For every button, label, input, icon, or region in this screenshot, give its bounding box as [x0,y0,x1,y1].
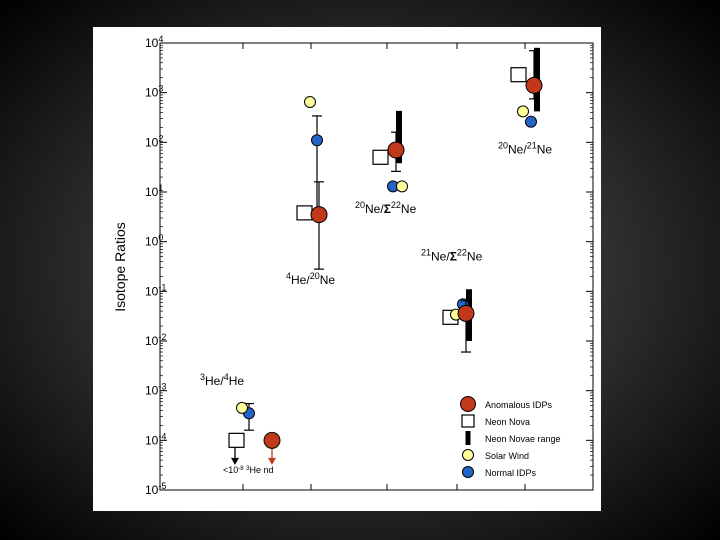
legend-label: Neon Nova [485,417,530,427]
solar-wind-marker [396,180,408,193]
y-tick-label: 10-1 [145,282,166,298]
y-axis-label: Isotope Ratios [112,222,128,312]
anomalous-idps-marker [387,141,405,159]
neon-nova-upper-limit-arrow-head [231,457,239,465]
y-tick-label: 102 [145,133,163,149]
normal-idps-marker [311,134,323,147]
group-label: 20Ne/21Ne [498,140,552,156]
isotope-ratio-chart: 104 103 102 101 100 10-1 10-2 10-3 10-4 10-5 Isoto… [112,34,594,497]
neon-novae-range-bar [396,110,402,164]
y-tick-label: 10-5 [145,481,166,497]
legend-swatch-normal-idps [462,466,474,478]
legend-label: Neon Novae range [485,434,561,444]
legend-label: Normal IDPs [485,468,537,478]
y-tick-label: 103 [145,84,163,100]
anomalous-idps-marker [457,304,475,322]
y-tick-label: 10-4 [145,431,166,447]
solar-wind-marker [304,95,316,108]
legend-swatch-solar-wind [462,449,474,461]
group-label: 21Ne/Σ22Ne [421,247,483,263]
anomalous-idps-upper-limit-arrow-head [268,457,276,465]
anomalous-idps-marker [525,76,543,94]
group-label: 4He/20Ne [286,271,335,287]
group-label: 3He/4He [200,372,244,388]
group-note: <10-8 3He nd [223,465,274,475]
neon-nova-marker [510,67,527,83]
legend-label: Anomalous IDPs [485,400,553,410]
legend-swatch-neon-novae-range [465,431,471,445]
y-tick-label: 10-3 [145,382,166,398]
normal-idps-marker [525,115,537,128]
legend-swatch-neon-nova [461,414,475,428]
solar-wind-marker [236,401,248,414]
neon-nova-marker [228,432,245,448]
anomalous-idps-marker [310,206,328,224]
y-tick-label: 104 [145,34,163,50]
group-label: 20Ne/Σ22Ne [355,200,417,216]
y-tick-label: 10-2 [145,332,166,348]
chart-panel: 104 103 102 101 100 10-1 10-2 10-3 10-4 10-5 Isoto… [93,27,601,511]
y-tick-label: 100 [145,233,163,249]
solar-wind-marker [517,105,529,118]
plot-frame [159,42,594,491]
legend-label: Solar Wind [485,451,529,461]
y-tick-label: 101 [145,183,163,199]
anomalous-idps-marker [263,431,281,449]
neon-nova-marker [296,205,313,221]
legend-swatch-anomalous-idps [460,396,476,412]
neon-nova-marker [372,149,389,165]
